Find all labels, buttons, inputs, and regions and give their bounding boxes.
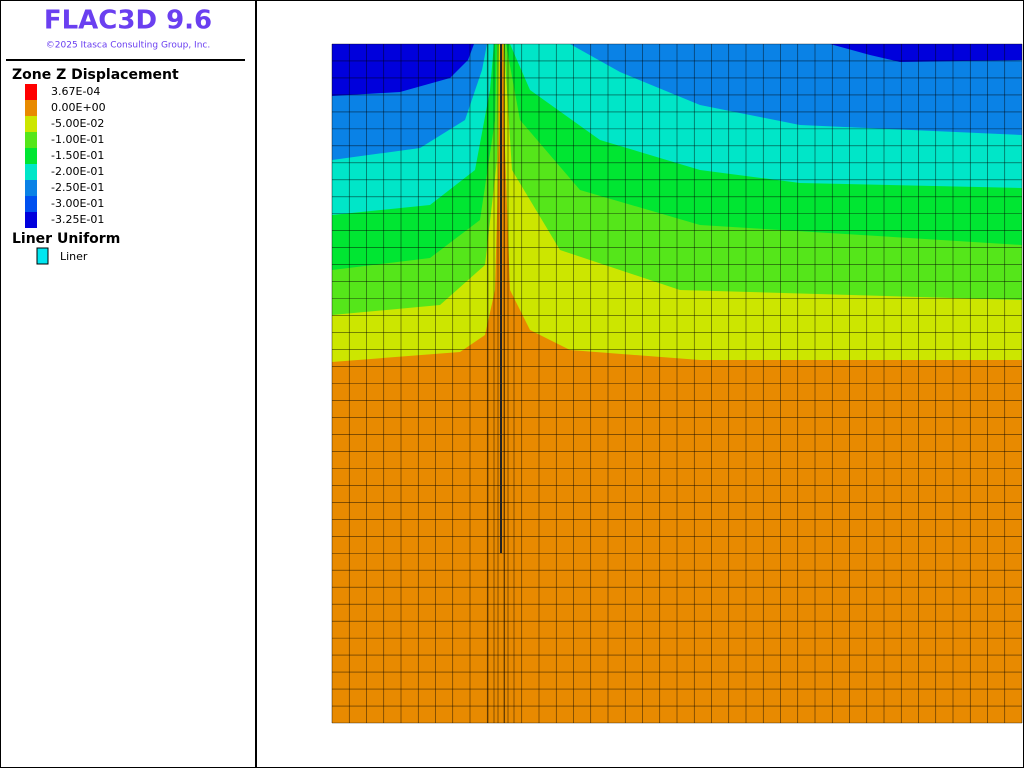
legend-swatch: [25, 116, 37, 132]
legend-label: 0.00E+00: [51, 101, 106, 114]
liner-swatch: [36, 247, 49, 265]
legend-label: -5.00E-02: [51, 117, 104, 130]
legend-swatch: [25, 164, 37, 180]
legend-swatch: [25, 212, 37, 228]
legend-swatch: [25, 196, 37, 212]
legend-title: Zone Z Displacement: [12, 67, 179, 83]
legend: 3.67E-04 0.00E+00 -5.00E-02 -1.00E-01 -1.50E…: [25, 84, 106, 265]
liner-legend-title: Liner Uniform: [12, 231, 120, 247]
legend-label: -1.00E-01: [51, 133, 104, 146]
legend-swatch: [25, 180, 37, 196]
legend-label: -1.50E-01: [51, 149, 104, 162]
legend-label: -2.50E-01: [51, 181, 104, 194]
plot: [331, 43, 1023, 724]
legend-swatch: [25, 84, 37, 100]
legend-label: -3.25E-01: [51, 213, 104, 226]
copyright: ©2025 Itasca Consulting Group, Inc.: [46, 41, 210, 51]
legend-swatch: [25, 148, 37, 164]
liner-label: Liner: [60, 250, 88, 263]
app-title: FLAC3D 9.6: [44, 6, 212, 36]
legend-swatch: [25, 132, 37, 148]
legend-swatch: [25, 100, 37, 116]
legend-label: -3.00E-01: [51, 197, 104, 210]
legend-label: -2.00E-01: [51, 165, 104, 178]
legend-label: 3.67E-04: [51, 85, 100, 98]
